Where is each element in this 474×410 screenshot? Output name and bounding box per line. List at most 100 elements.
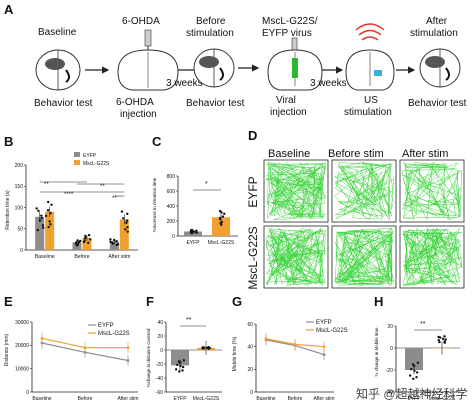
data-point — [49, 223, 52, 226]
bar — [405, 348, 423, 370]
data-point — [437, 338, 440, 342]
y-tick-label: 100 — [15, 205, 24, 211]
data-point — [218, 209, 222, 213]
data-point — [76, 239, 79, 242]
panel-f-plot: -60 -40 -20 0 20 40 EYFP MscL-G22S — [156, 320, 222, 402]
legend-label-eyfp: EYFP — [316, 320, 332, 326]
brain-stimulation-icon — [345, 49, 395, 91]
y-tick-label: 0 — [172, 234, 175, 240]
data-point — [124, 228, 127, 231]
x-tick-label: After stim — [313, 396, 334, 402]
bar — [171, 350, 189, 366]
step5-caption-l1: US — [364, 95, 378, 106]
data-point — [441, 337, 445, 341]
data-point — [111, 242, 115, 245]
panel-h-ylabel: % change in Mobile time — [374, 327, 379, 377]
data-point — [221, 215, 225, 218]
data-point-mscl — [322, 345, 326, 349]
y-tick-label: 0 — [20, 248, 23, 254]
panel-c-chart: %Increase in retention time * 0 200 400 600… — [152, 174, 238, 246]
col-title: After stim — [402, 148, 448, 160]
legend-swatch-eyfp — [74, 152, 80, 157]
col-title: Before stim — [328, 148, 384, 160]
x-tick-label: Baseline — [35, 254, 55, 260]
data-point — [84, 236, 87, 239]
bar-mscl — [45, 211, 55, 250]
data-point — [74, 241, 78, 244]
data-point — [207, 346, 210, 349]
x-tick-label: MscL-G22S — [429, 396, 456, 402]
mouse-cage-icon — [35, 49, 81, 91]
panel-g-ylabel: Mobile time (%) — [232, 336, 238, 371]
mouse-cage-icon — [419, 48, 461, 88]
sig-label: ** — [44, 182, 49, 188]
data-point — [220, 220, 224, 224]
brain-injection-icon — [117, 29, 179, 91]
movement-track — [334, 227, 395, 287]
data-point — [86, 241, 90, 245]
step6-title-l2: stimulation — [410, 28, 458, 39]
data-point — [48, 220, 51, 223]
x-tick-label: EYFP — [186, 240, 200, 246]
data-point — [126, 230, 129, 233]
step4-title-l2: EYFP virus — [262, 28, 312, 39]
legend-label-mscl: MscL-G22S — [83, 161, 110, 167]
panel-h-chart: % change in Mobile time ** -40 -20 0 20 EYFP… — [374, 321, 460, 402]
panel-g-chart: Mobile time (%) EYFP MscL-G22S 0 20 40 60 Ba… — [232, 320, 348, 402]
sig-label: ** — [112, 196, 117, 202]
data-point — [182, 359, 186, 362]
y-tick-label: 0 — [390, 346, 393, 352]
data-point — [443, 335, 446, 338]
step4-title-l1: MscL-G22S/ — [262, 16, 318, 27]
step4-caption-l2: injection — [270, 107, 307, 118]
data-point-mscl — [264, 337, 268, 341]
sig-label: ** — [186, 317, 192, 324]
data-point — [116, 243, 120, 246]
data-point — [415, 371, 419, 374]
data-point-mscl — [126, 346, 130, 350]
movement-track — [265, 161, 327, 221]
data-point — [410, 368, 413, 371]
y-tick-label: 800 — [167, 174, 176, 180]
step3-title-l2: stimulation — [186, 28, 234, 39]
data-point — [42, 226, 45, 229]
data-point — [179, 364, 182, 368]
mouse-cage-icon — [193, 48, 235, 88]
x-tick-label: Baseline — [32, 396, 51, 402]
data-point — [176, 363, 179, 367]
track-grid — [263, 159, 465, 289]
data-point — [201, 346, 204, 349]
movement-track — [401, 227, 463, 287]
panel-letter-a: A — [4, 2, 14, 17]
step3-title-l1: Before — [196, 16, 226, 27]
bar-mscl — [82, 238, 92, 250]
movement-track — [401, 161, 462, 221]
panel-letter-b: B — [4, 134, 13, 149]
data-point — [223, 212, 226, 216]
data-point — [181, 365, 185, 369]
panel-letter-d: D — [248, 128, 257, 143]
step2-caption-l2: injection — [120, 109, 157, 120]
x-tick-label: Before — [74, 254, 89, 260]
data-point — [415, 376, 418, 379]
y-tick-label: 200 — [15, 163, 24, 169]
data-point — [40, 216, 43, 220]
watermark: 知乎 @超越神经科学 — [356, 386, 468, 401]
movement-track — [334, 162, 395, 221]
panel-b-chart: Retention time (s) EYFP MscL-G22S ** ***… — [5, 152, 138, 260]
data-point — [195, 231, 198, 234]
data-point — [195, 229, 198, 232]
data-point — [218, 216, 222, 220]
y-tick-label: 20 — [387, 324, 393, 330]
data-point — [178, 370, 181, 373]
legend-label-mscl: MscL-G22S — [98, 331, 130, 337]
data-point — [126, 225, 129, 229]
step6-caption: Behavior test — [408, 98, 467, 109]
step2-title: 6-OHDA — [122, 16, 160, 27]
data-point — [38, 219, 42, 222]
data-point — [416, 361, 420, 364]
bar-eyfp — [109, 241, 119, 250]
panel-e-plot: 0 10000 20000 30000 Baseline Before After stim — [15, 320, 138, 402]
data-point — [190, 228, 194, 232]
